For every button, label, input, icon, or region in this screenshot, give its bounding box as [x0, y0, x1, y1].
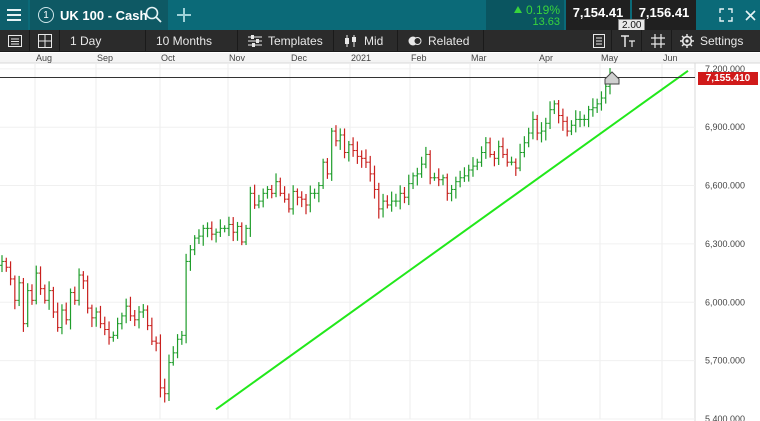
price-type-button[interactable]: Mid	[336, 30, 398, 52]
price-chart[interactable]: Aug Sep Oct Nov Dec 2021 Feb Mar Apr May Jun 5,400.…	[0, 53, 760, 421]
templates-button[interactable]: Templates	[240, 30, 334, 52]
templates-label: Templates	[268, 34, 323, 48]
daily-change: 0.19% 13.63	[486, 0, 564, 30]
month-tick-label: Nov	[229, 53, 246, 63]
layout-icon[interactable]	[30, 30, 60, 52]
instrument-name: UK 100 - Cash	[60, 7, 148, 23]
price-tick-label: 6,900.000	[705, 122, 745, 132]
change-percent: 0.19%	[525, 3, 560, 17]
search-icon[interactable]	[144, 5, 164, 25]
alert-marker-icon	[604, 71, 620, 85]
interval-selector[interactable]: 1 Day	[62, 30, 146, 52]
month-tick-label: Sep	[97, 53, 113, 63]
grid-icon[interactable]	[644, 30, 672, 52]
price-tick-label: 7,200.000	[705, 64, 745, 74]
related-button[interactable]: Related	[400, 30, 484, 52]
price-type-label: Mid	[364, 34, 384, 48]
month-axis-strip	[0, 53, 760, 63]
month-tick-label: Oct	[161, 53, 176, 63]
instrument-tab[interactable]: 1 UK 100 - Cash	[30, 0, 168, 30]
price-tick-label: 6,600.000	[705, 181, 745, 191]
chart-canvas[interactable]: Aug Sep Oct Nov Dec 2021 Feb Mar Apr May Jun 5,400.…	[0, 53, 760, 421]
price-tick-label: 5,700.000	[705, 356, 745, 366]
month-tick-label: Apr	[539, 53, 553, 63]
range-selector[interactable]: 10 Months	[148, 30, 238, 52]
settings-button[interactable]: Settings	[674, 30, 760, 52]
chart-toolbar: 1 Day 10 Months Templates Mid Related Se…	[0, 30, 760, 52]
month-tick-label: Jun	[663, 53, 678, 63]
expand-icon[interactable]	[716, 0, 736, 30]
instrument-number-badge: 1	[38, 7, 54, 23]
close-icon[interactable]	[740, 0, 760, 30]
instrument-header-bar: 1 UK 100 - Cash 0.19% 13.63 7,154.41 7,1…	[0, 0, 760, 31]
candle-icon	[345, 35, 356, 47]
month-tick-label: Mar	[471, 53, 487, 63]
month-tick-label: 2021	[351, 53, 371, 63]
text-icon[interactable]	[614, 30, 642, 52]
related-icon	[408, 36, 422, 46]
change-absolute: 13.63	[532, 16, 560, 28]
change-up-icon	[514, 6, 522, 13]
orders-icon[interactable]	[586, 30, 612, 52]
templates-icon	[248, 35, 262, 47]
month-tick-label: Feb	[411, 53, 427, 63]
price-tick-label: 6,300.000	[705, 239, 745, 249]
plus-icon[interactable]	[172, 0, 196, 30]
month-tick-label: May	[601, 53, 619, 63]
price-tick-label: 5,400.000	[705, 414, 745, 421]
month-tick-label: Aug	[36, 53, 52, 63]
current-price-label: 7,155.410	[698, 71, 758, 85]
related-label: Related	[428, 34, 470, 48]
price-tick-label: 6,000.000	[705, 297, 745, 307]
list-icon[interactable]	[0, 30, 30, 52]
gear-icon	[680, 34, 694, 48]
trendline	[215, 69, 689, 411]
month-tick-label: Dec	[291, 53, 308, 63]
settings-label: Settings	[700, 34, 744, 48]
menu-icon[interactable]	[0, 0, 28, 30]
